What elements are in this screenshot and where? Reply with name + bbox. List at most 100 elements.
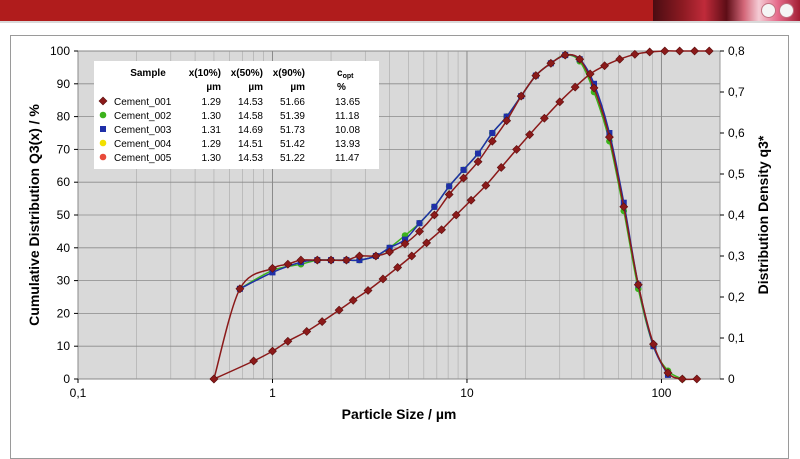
legend-value: 14.58 bbox=[238, 111, 263, 122]
legend-value: 51.66 bbox=[280, 97, 305, 108]
y-left-tick-label: 10 bbox=[57, 339, 71, 353]
y-right-tick-label: 0,3 bbox=[728, 249, 745, 263]
corner-blob bbox=[761, 3, 776, 18]
cumulative-point bbox=[675, 46, 685, 56]
y-right-axis-title: Distribution Density q3* bbox=[755, 135, 771, 294]
y-left-tick-label: 80 bbox=[57, 110, 71, 124]
legend-sample-name: Cement_002 bbox=[114, 111, 172, 122]
cumulative-point bbox=[393, 263, 403, 272]
cumulative-point bbox=[249, 356, 259, 366]
legend-marker bbox=[99, 153, 107, 161]
cumulative-point bbox=[437, 225, 446, 235]
cumulative-point bbox=[690, 46, 699, 56]
legend-header: x(90%) bbox=[273, 68, 305, 79]
legend-sample-name: Cement_005 bbox=[114, 153, 172, 164]
density-point bbox=[502, 116, 512, 126]
legend-value: 51.73 bbox=[280, 125, 305, 136]
density-point bbox=[575, 54, 585, 64]
cumulative-point bbox=[660, 46, 670, 56]
cumulative-point bbox=[645, 47, 655, 57]
legend-value: 1.30 bbox=[202, 153, 222, 164]
y-right-tick-label: 0,2 bbox=[728, 290, 745, 304]
legend-marker bbox=[99, 139, 107, 147]
legend-header: Sample bbox=[130, 68, 166, 79]
legend-value: 11.47 bbox=[335, 153, 360, 164]
y-left-tick-label: 0 bbox=[63, 372, 70, 386]
density-point bbox=[268, 263, 277, 273]
legend-value: 11.18 bbox=[335, 111, 360, 122]
density-point bbox=[633, 280, 643, 290]
density-point bbox=[429, 210, 439, 220]
legend-box bbox=[94, 61, 379, 169]
legend-marker bbox=[99, 111, 107, 119]
density-point bbox=[431, 203, 438, 210]
density-point bbox=[415, 226, 424, 236]
x-tick-label: 1 bbox=[269, 386, 276, 400]
density-point bbox=[546, 58, 556, 68]
cumulative-point bbox=[334, 305, 344, 315]
y-right-tick-label: 0,6 bbox=[728, 126, 745, 140]
density-point bbox=[371, 251, 381, 261]
density-point bbox=[692, 374, 702, 384]
density-point bbox=[460, 166, 467, 173]
cumulative-point bbox=[555, 97, 565, 107]
legend-value: 51.22 bbox=[280, 153, 305, 164]
legend-value: 51.39 bbox=[280, 111, 305, 122]
density-point bbox=[446, 183, 453, 190]
y-left-axis-title: Cumulative Distribution Q3(x) / % bbox=[26, 104, 42, 326]
density-point bbox=[677, 374, 687, 384]
y-left-tick-label: 20 bbox=[57, 306, 71, 320]
cumulative-point bbox=[615, 54, 625, 64]
legend-marker bbox=[100, 126, 106, 132]
cumulative-point bbox=[600, 61, 610, 71]
legend-header: x(10%) bbox=[189, 68, 221, 79]
legend-value: 14.51 bbox=[238, 139, 263, 150]
legend-sample-name: Cement_003 bbox=[114, 125, 172, 136]
cumulative-point bbox=[348, 295, 358, 305]
density-point bbox=[326, 255, 336, 265]
density-point bbox=[604, 132, 614, 142]
cumulative-point bbox=[209, 374, 219, 384]
legend-marker bbox=[98, 96, 108, 106]
density-point bbox=[312, 255, 322, 265]
density-point bbox=[473, 157, 483, 167]
cumulative-point bbox=[630, 49, 640, 59]
cumulative-point bbox=[283, 336, 293, 346]
density-point bbox=[400, 239, 410, 249]
density-point bbox=[475, 150, 482, 157]
cumulative-point bbox=[539, 113, 549, 123]
cumulative-point bbox=[302, 327, 312, 336]
density-point bbox=[459, 173, 468, 183]
legend-unit: µm bbox=[248, 82, 263, 93]
density-point bbox=[649, 339, 658, 349]
y-right-tick-label: 0,5 bbox=[728, 167, 745, 181]
legend-value: 1.31 bbox=[202, 125, 222, 136]
density-point bbox=[531, 71, 541, 81]
y-right-tick-label: 0,7 bbox=[728, 85, 745, 99]
legend-value: 1.29 bbox=[202, 97, 222, 108]
density-point bbox=[444, 190, 454, 199]
cumulative-point bbox=[585, 69, 595, 79]
cumulative-point bbox=[466, 195, 476, 205]
legend-unit: µm bbox=[206, 82, 221, 93]
y-left-tick-label: 50 bbox=[57, 208, 71, 222]
legend-header-sub: opt bbox=[343, 73, 355, 80]
header-divider bbox=[0, 21, 800, 23]
cumulative-point bbox=[496, 163, 506, 172]
legend-unit: % bbox=[337, 82, 346, 93]
legend-value: 13.65 bbox=[335, 97, 360, 108]
legend-value: 1.29 bbox=[202, 139, 222, 150]
corner-image bbox=[653, 0, 800, 21]
density-point bbox=[235, 284, 245, 294]
density-point bbox=[385, 247, 395, 257]
legend-value: 14.53 bbox=[238, 97, 263, 108]
legend-value: 10.08 bbox=[335, 125, 360, 136]
y-left-tick-label: 70 bbox=[57, 142, 71, 156]
x-tick-label: 100 bbox=[651, 386, 671, 400]
y-left-tick-label: 60 bbox=[57, 175, 71, 189]
y-left-tick-label: 30 bbox=[57, 274, 71, 288]
y-right-tick-label: 0,1 bbox=[728, 331, 745, 345]
legend-value: 13.93 bbox=[335, 139, 360, 150]
density-point bbox=[619, 202, 629, 212]
